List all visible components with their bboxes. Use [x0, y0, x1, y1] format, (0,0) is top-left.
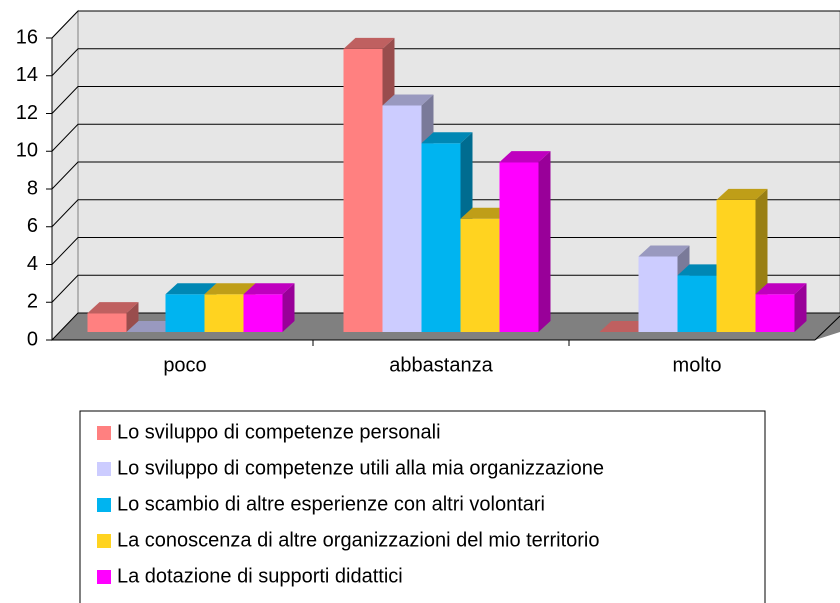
- bar-front: [716, 199, 756, 332]
- grid-line: [51, 237, 840, 265]
- y-tick-label: 2: [27, 291, 38, 313]
- bar-front: [755, 294, 795, 332]
- bar: [716, 188, 768, 332]
- bar-front: [499, 162, 539, 332]
- legend-label: Lo sviluppo di competenze utili alla mia…: [117, 457, 604, 479]
- bar: [755, 283, 807, 332]
- bar-top: [716, 188, 768, 200]
- bar: [638, 245, 690, 332]
- grid-line: [51, 161, 840, 190]
- legend-swatch: [97, 426, 111, 440]
- bar-top: [126, 321, 178, 332]
- bar-top: [204, 283, 256, 295]
- bar-side: [126, 302, 139, 332]
- legend-label: La conoscenza di altre organizzazioni de…: [117, 529, 599, 551]
- bar-top: [638, 245, 690, 257]
- bar-top: [599, 321, 651, 332]
- bar-front: [243, 294, 283, 332]
- legend-swatch: [97, 462, 111, 476]
- grid-line: [51, 123, 840, 152]
- y-tick-label: 4: [27, 253, 38, 275]
- x-tick-label: abbastanza: [389, 354, 493, 376]
- bar-side: [282, 283, 295, 332]
- bar-top: [421, 132, 473, 144]
- legend-swatch: [97, 570, 111, 584]
- bar: [126, 321, 178, 332]
- bar-top: [165, 283, 217, 295]
- bar-top: [343, 37, 395, 49]
- bar: [499, 151, 551, 332]
- legend-swatch: [97, 534, 111, 548]
- bar-side: [538, 151, 551, 332]
- bar-front: [165, 294, 205, 332]
- y-tick-label: 14: [16, 64, 38, 86]
- bar-front: [204, 294, 244, 332]
- bar-front: [677, 275, 717, 332]
- legend-box: [79, 410, 766, 603]
- x-axis-end: [814, 315, 840, 341]
- bar: [87, 302, 139, 332]
- grid-line: [51, 48, 840, 77]
- y-tick-label: 10: [16, 140, 38, 162]
- bar: [243, 283, 295, 332]
- grid-line: [51, 312, 840, 341]
- bar-top: [460, 207, 512, 219]
- bar-top: [499, 151, 551, 163]
- grid-line: [51, 199, 840, 228]
- x-tick-label: molto: [673, 354, 722, 376]
- y-tick-label: 6: [27, 215, 38, 237]
- y-tick-label: 16: [16, 26, 38, 48]
- legend-swatch: [97, 498, 111, 512]
- bar-side: [794, 283, 807, 332]
- y-tick-label: 8: [27, 177, 38, 199]
- bar-front: [460, 218, 500, 332]
- grid-line: [51, 10, 840, 39]
- bar-front: [382, 105, 422, 332]
- bar-top: [87, 302, 139, 314]
- legend-label: Lo scambio di altre esperienze con altri…: [117, 493, 545, 515]
- bar-top: [677, 264, 729, 276]
- bar-top: [243, 283, 295, 295]
- bar-front: [421, 143, 461, 332]
- bar-top: [382, 94, 434, 106]
- bar-top: [755, 283, 807, 295]
- grid-line: [51, 274, 840, 303]
- legend-label: Lo sviluppo di competenze personali: [117, 421, 441, 443]
- bar-front: [87, 313, 127, 332]
- y-tick-label: 0: [27, 328, 38, 350]
- legend-label: La dotazione di supporti didattici: [117, 565, 403, 587]
- bar-front: [638, 256, 678, 332]
- x-tick-label: poco: [163, 354, 206, 376]
- y-tick-label: 12: [16, 102, 38, 124]
- grid-line: [51, 86, 840, 114]
- bar-front: [343, 48, 383, 332]
- bar: [599, 321, 651, 332]
